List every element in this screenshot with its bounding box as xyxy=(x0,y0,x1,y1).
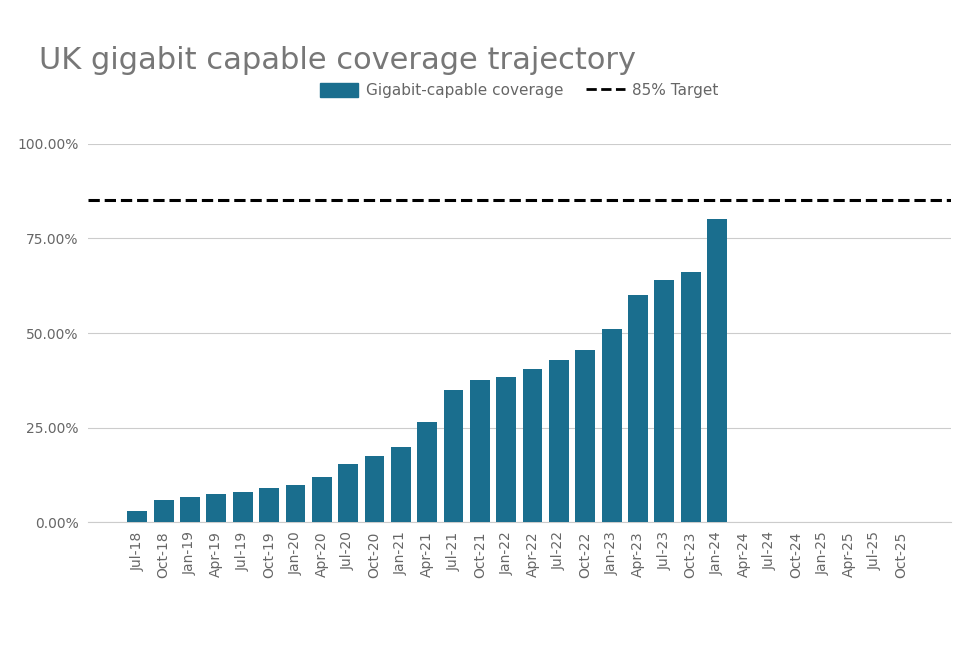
Bar xyxy=(338,464,358,522)
Bar xyxy=(365,456,384,522)
Bar xyxy=(602,329,621,522)
Bar xyxy=(233,492,253,522)
Bar xyxy=(575,350,595,522)
Bar xyxy=(496,377,516,522)
Bar xyxy=(681,272,701,522)
Bar xyxy=(470,380,490,522)
Legend: Gigabit-capable coverage, 85% Target: Gigabit-capable coverage, 85% Target xyxy=(320,83,718,98)
Bar xyxy=(312,477,331,522)
Bar xyxy=(655,280,674,522)
Bar xyxy=(628,295,648,522)
Bar xyxy=(259,488,279,522)
Bar xyxy=(180,497,200,522)
Bar xyxy=(391,447,411,522)
Bar xyxy=(207,494,226,522)
Bar xyxy=(522,369,543,522)
Bar xyxy=(154,500,173,522)
Bar xyxy=(708,219,727,522)
Bar xyxy=(285,485,306,522)
Bar xyxy=(549,360,568,522)
Text: UK gigabit capable coverage trajectory: UK gigabit capable coverage trajectory xyxy=(39,46,636,74)
Bar xyxy=(417,422,437,522)
Bar xyxy=(444,390,464,522)
Bar xyxy=(127,511,147,522)
